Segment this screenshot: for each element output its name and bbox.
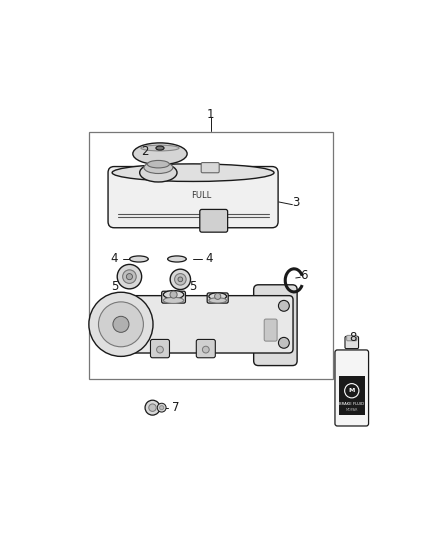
Ellipse shape [163, 297, 184, 303]
Text: BRAKE FLUID: BRAKE FLUID [339, 402, 364, 406]
Circle shape [279, 301, 290, 311]
Circle shape [175, 273, 186, 285]
Ellipse shape [147, 160, 170, 168]
FancyBboxPatch shape [345, 336, 359, 349]
Text: 8: 8 [349, 330, 356, 344]
Ellipse shape [133, 143, 187, 165]
Circle shape [89, 292, 153, 357]
Circle shape [202, 346, 209, 353]
FancyBboxPatch shape [201, 163, 219, 173]
FancyBboxPatch shape [200, 209, 228, 232]
Ellipse shape [130, 256, 148, 262]
Text: 5: 5 [112, 280, 119, 293]
Circle shape [215, 293, 221, 300]
Text: 3: 3 [292, 197, 300, 209]
Circle shape [117, 264, 141, 289]
Text: 4: 4 [205, 253, 213, 265]
Circle shape [113, 316, 129, 333]
Text: 7: 7 [172, 401, 179, 414]
Bar [339, 376, 365, 415]
FancyBboxPatch shape [151, 340, 170, 358]
Ellipse shape [141, 145, 179, 151]
Circle shape [123, 270, 136, 284]
Text: MOPAR: MOPAR [346, 408, 358, 413]
FancyBboxPatch shape [115, 296, 293, 353]
Text: 2: 2 [141, 144, 148, 158]
Bar [88, 132, 333, 379]
Circle shape [279, 337, 290, 348]
Text: M: M [349, 388, 355, 393]
Text: 5: 5 [189, 280, 196, 293]
Circle shape [159, 406, 164, 410]
Ellipse shape [112, 164, 274, 181]
Text: 6: 6 [300, 270, 308, 282]
Ellipse shape [144, 161, 173, 174]
Ellipse shape [163, 290, 184, 298]
Circle shape [170, 291, 177, 298]
FancyBboxPatch shape [264, 319, 277, 341]
Text: 1: 1 [207, 108, 215, 121]
FancyBboxPatch shape [207, 293, 228, 303]
FancyBboxPatch shape [335, 350, 368, 426]
Circle shape [178, 277, 183, 282]
Text: FULL: FULL [191, 191, 211, 200]
Text: 4: 4 [110, 253, 118, 265]
FancyBboxPatch shape [254, 285, 297, 366]
Circle shape [157, 403, 166, 412]
Ellipse shape [156, 146, 164, 150]
Circle shape [149, 404, 156, 411]
Circle shape [157, 346, 163, 353]
Circle shape [127, 273, 132, 280]
Ellipse shape [209, 293, 226, 300]
FancyBboxPatch shape [196, 340, 215, 358]
FancyBboxPatch shape [346, 335, 357, 341]
Ellipse shape [140, 163, 177, 182]
Circle shape [99, 302, 143, 347]
Circle shape [145, 400, 160, 415]
FancyBboxPatch shape [108, 166, 278, 228]
Circle shape [345, 384, 359, 398]
FancyBboxPatch shape [162, 291, 185, 303]
Ellipse shape [168, 256, 186, 262]
Ellipse shape [209, 298, 226, 303]
Circle shape [170, 269, 191, 289]
